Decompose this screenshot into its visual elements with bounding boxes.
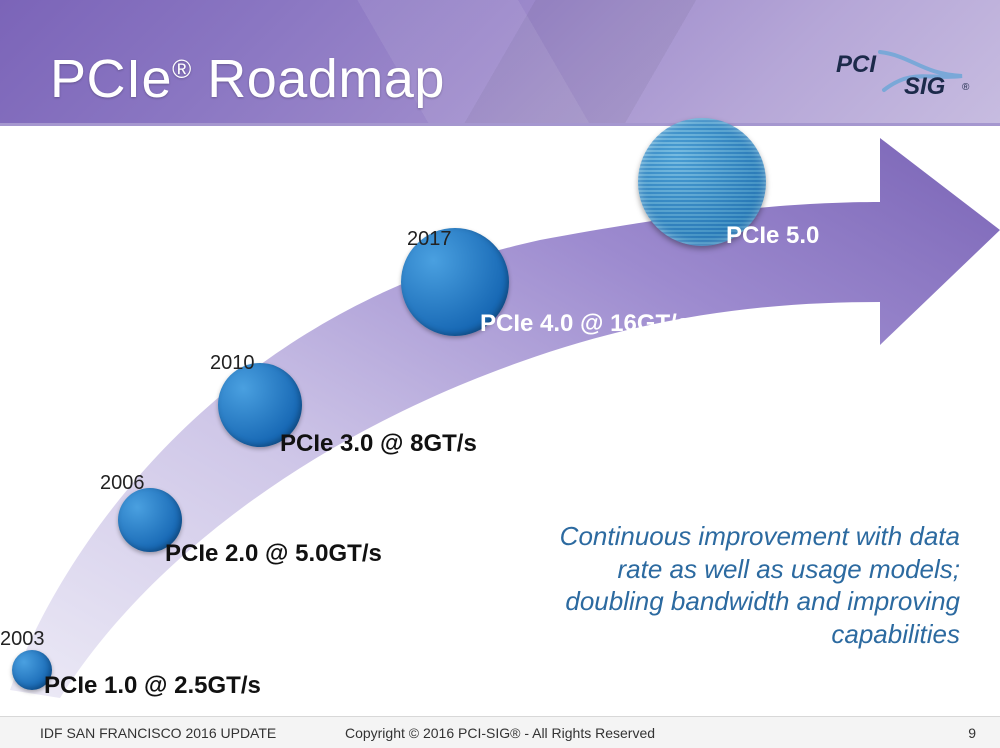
caption-text: Continuous improvement with data rate as… (520, 520, 960, 650)
svg-text:®: ® (962, 82, 970, 93)
milestone-label-0: PCIe 1.0 @ 2.5GT/s (44, 672, 261, 700)
footer-left: IDF SAN FRANCISCO 2016 UPDATE (40, 725, 276, 741)
title-sup: ® (172, 54, 192, 84)
milestone-label-1: PCIe 2.0 @ 5.0GT/s (165, 540, 382, 568)
footer-page-number: 9 (968, 725, 976, 741)
milestone-year-2: 2010 (210, 352, 255, 375)
milestone-label-4: PCIe 5.0 (726, 222, 819, 250)
pci-sig-logo: PCI SIG ® (832, 50, 972, 100)
milestone-label-3: PCIe 4.0 @ 16GT/s (480, 310, 690, 338)
header-banner: PCIe® Roadmap PCI SIG ® (0, 0, 1000, 126)
slide: PCIe® Roadmap PCI SIG ® (0, 0, 1000, 748)
title-main: PCIe (50, 49, 172, 109)
milestone-year-1: 2006 (100, 472, 145, 495)
title-rest: Roadmap (192, 49, 445, 109)
page-title: PCIe® Roadmap (50, 48, 445, 110)
milestone-year-0: 2003 (0, 628, 45, 651)
logo-top-text: PCI (836, 51, 877, 78)
footer-bar: IDF SAN FRANCISCO 2016 UPDATE Copyright … (0, 716, 1000, 748)
milestone-year-3: 2017 (407, 228, 452, 251)
logo-bottom-text: SIG (904, 73, 945, 100)
milestone-label-2: PCIe 3.0 @ 8GT/s (280, 430, 477, 458)
